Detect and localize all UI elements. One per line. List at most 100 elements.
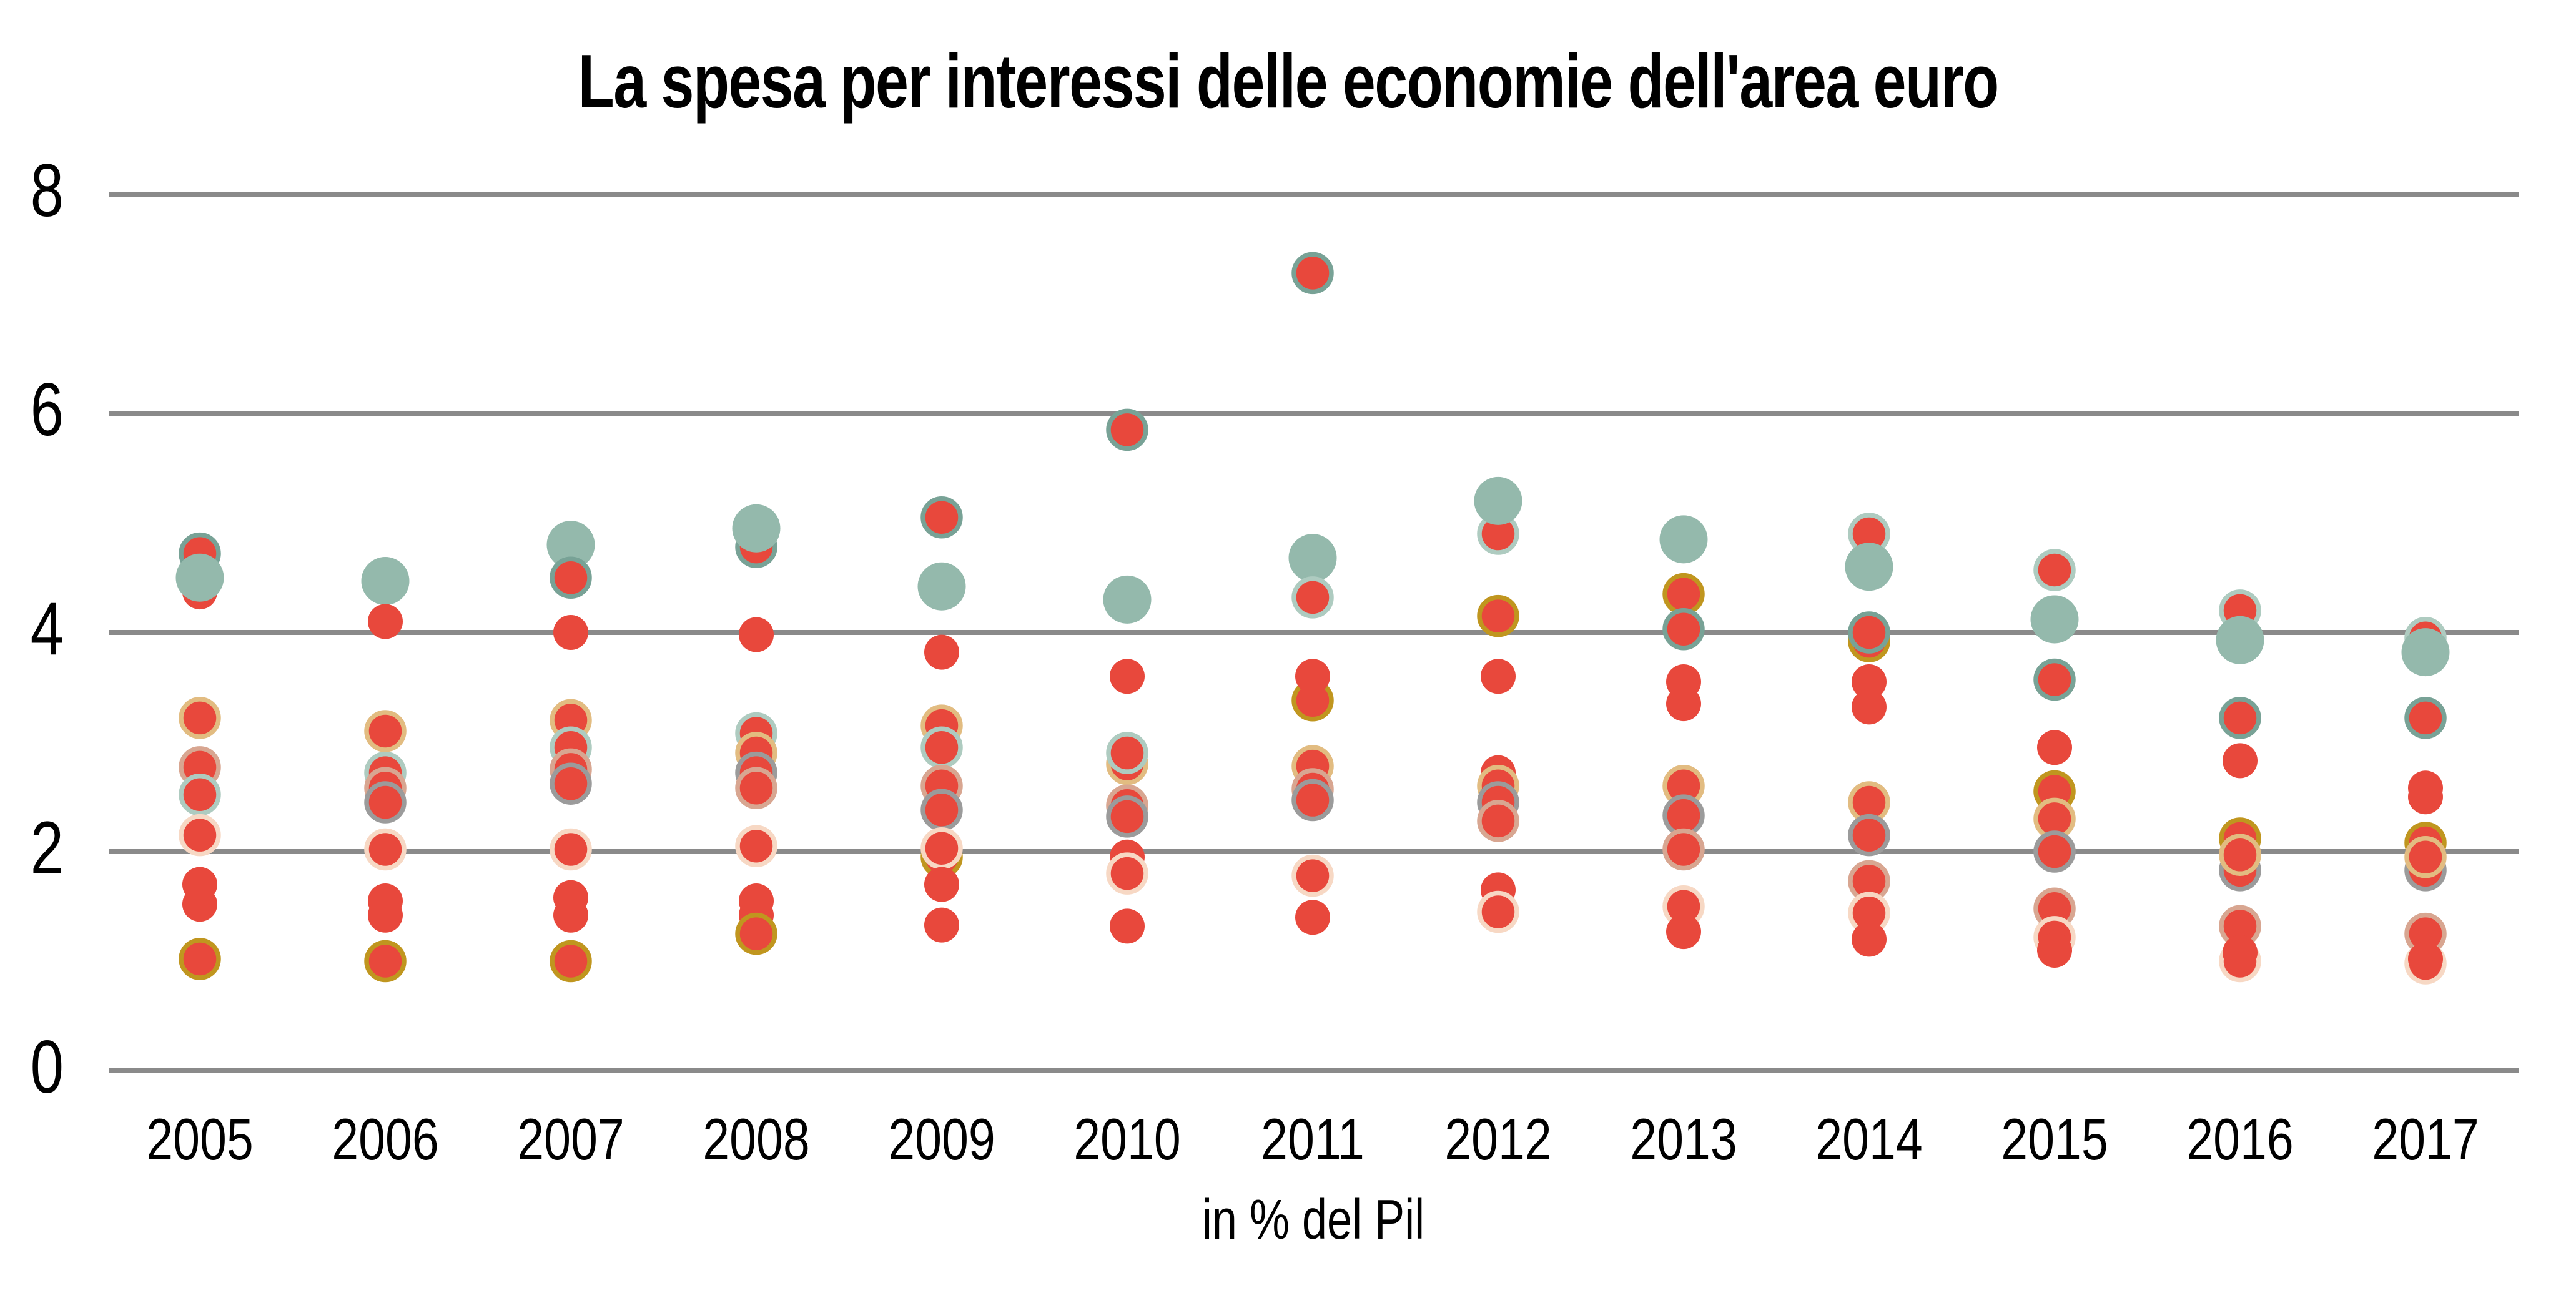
x-tick-label: 2017 <box>2372 1106 2479 1172</box>
data-point <box>1852 664 1887 699</box>
y-tick-label: 6 <box>30 368 64 451</box>
data-point <box>1852 689 1887 725</box>
chart-title: La spesa per interessi delle economie de… <box>0 34 2576 128</box>
data-point <box>732 504 781 553</box>
data-point <box>2030 595 2079 644</box>
data-points-group <box>175 252 2450 985</box>
x-axis-unit-label: in % del Pil <box>1202 1189 1425 1251</box>
data-point <box>550 940 592 983</box>
x-tick-label: 2006 <box>332 1106 439 1172</box>
data-point <box>1291 576 1334 619</box>
x-tick-label: 2007 <box>517 1106 624 1172</box>
data-point <box>182 887 217 922</box>
data-point <box>920 827 963 870</box>
data-point <box>2223 743 2258 779</box>
data-point <box>368 897 403 933</box>
y-tick-label: 8 <box>30 149 64 232</box>
data-point <box>1852 922 1887 957</box>
data-point <box>2404 697 2447 739</box>
data-point <box>2223 935 2258 970</box>
data-point <box>1103 575 1152 624</box>
data-point <box>364 781 407 824</box>
data-point <box>1662 607 1705 651</box>
data-point <box>1110 659 1145 694</box>
gridline <box>109 192 2519 197</box>
data-point <box>553 615 588 650</box>
data-point <box>920 726 963 769</box>
x-tick-label: 2016 <box>2186 1106 2294 1172</box>
data-point <box>1666 914 1701 950</box>
chart-title-text: La spesa per interessi delle economie de… <box>578 39 2000 124</box>
data-point <box>2216 616 2264 664</box>
data-point <box>739 617 774 652</box>
x-tick-label: 2014 <box>1815 1106 1923 1172</box>
data-point <box>179 697 221 739</box>
data-point <box>179 814 221 857</box>
data-point <box>1662 828 1705 871</box>
x-tick-label: 2011 <box>1261 1106 1364 1172</box>
data-point <box>364 940 407 983</box>
data-point <box>2219 834 2261 877</box>
data-point <box>920 496 963 539</box>
gridlines-group <box>109 192 2519 1073</box>
data-point <box>2408 779 2443 815</box>
data-point <box>1106 795 1148 838</box>
data-point <box>1291 779 1334 822</box>
data-point <box>1477 800 1519 842</box>
data-point <box>2037 730 2072 765</box>
data-point <box>1295 900 1330 935</box>
data-point <box>920 789 963 832</box>
data-point <box>1845 543 1893 591</box>
data-point <box>179 773 221 816</box>
data-point <box>1848 611 1890 654</box>
data-point <box>550 556 592 599</box>
data-point <box>2408 941 2443 976</box>
data-point <box>2404 836 2447 878</box>
data-point <box>1106 852 1148 895</box>
data-point <box>2033 658 2076 701</box>
gridline <box>109 849 2519 854</box>
data-point <box>364 828 407 871</box>
gridline <box>109 411 2519 416</box>
data-point <box>1848 814 1890 857</box>
data-point <box>1481 659 1516 694</box>
y-tick-label: 2 <box>30 806 64 890</box>
data-point <box>550 762 592 805</box>
data-point <box>924 634 959 670</box>
data-point <box>1291 854 1334 897</box>
data-point <box>1110 908 1145 944</box>
data-point <box>1477 594 1519 637</box>
data-point <box>2033 549 2076 591</box>
data-point <box>735 825 777 867</box>
data-point <box>1477 890 1519 933</box>
data-point <box>550 828 592 871</box>
data-point <box>2033 830 2076 873</box>
x-tick-label: 2015 <box>2001 1106 2108 1172</box>
data-point <box>546 521 595 569</box>
data-point <box>924 907 959 943</box>
gridline <box>109 1068 2519 1073</box>
data-point <box>917 562 966 611</box>
data-point <box>368 604 403 639</box>
data-point <box>2037 932 2072 968</box>
data-point <box>1659 515 1708 564</box>
x-tick-label: 2008 <box>703 1106 810 1172</box>
data-point <box>1666 686 1701 722</box>
x-tick-label: 2009 <box>888 1106 995 1172</box>
x-tick-label: 2013 <box>1630 1106 1737 1172</box>
data-point <box>553 897 588 933</box>
gridline <box>109 630 2519 635</box>
data-point <box>924 867 959 902</box>
x-tick-label: 2005 <box>146 1106 254 1172</box>
data-point <box>1106 732 1148 774</box>
x-tick-label: 2012 <box>1444 1106 1552 1172</box>
y-tick-label: 4 <box>30 587 64 671</box>
data-point <box>175 553 224 602</box>
data-point <box>1662 573 1705 616</box>
data-point <box>735 767 777 809</box>
data-point <box>1291 252 1334 295</box>
y-tick-label: 0 <box>30 1025 64 1109</box>
data-point <box>735 912 777 955</box>
